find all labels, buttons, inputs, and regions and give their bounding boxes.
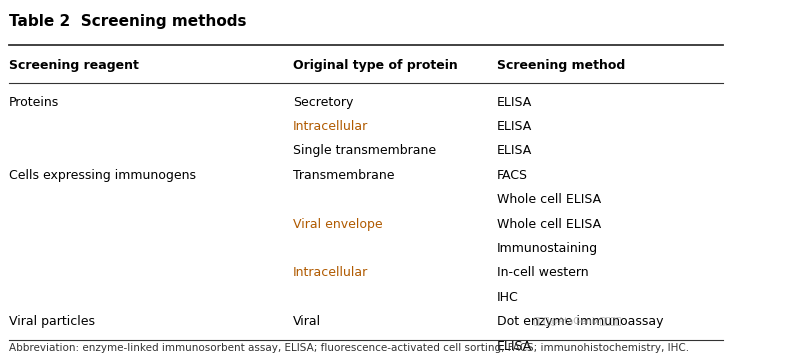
Text: Original type of protein: Original type of protein: [293, 59, 458, 72]
Text: Table 2  Screening methods: Table 2 Screening methods: [9, 14, 246, 29]
Text: Intracellular: Intracellular: [293, 266, 368, 279]
Text: Viral particles: Viral particles: [9, 315, 94, 328]
Text: Dot enzyme immunoassay: Dot enzyme immunoassay: [497, 315, 664, 328]
Text: ELISA: ELISA: [497, 120, 532, 133]
Text: Whole cell ELISA: Whole cell ELISA: [497, 218, 602, 231]
Text: ELISA: ELISA: [497, 340, 532, 353]
Text: Whole cell ELISA: Whole cell ELISA: [497, 193, 602, 206]
Text: IHC: IHC: [497, 291, 519, 304]
Text: Immunostaining: Immunostaining: [497, 242, 598, 255]
Text: 搜狐号@AtaGenix普建生物: 搜狐号@AtaGenix普建生物: [534, 316, 622, 325]
Text: ELISA: ELISA: [497, 144, 532, 157]
Text: Viral envelope: Viral envelope: [293, 218, 383, 231]
Text: ELISA: ELISA: [497, 96, 532, 109]
Text: Transmembrane: Transmembrane: [293, 169, 395, 182]
Text: Viral: Viral: [293, 315, 321, 328]
Text: In-cell western: In-cell western: [497, 266, 589, 279]
Text: Abbreviation: enzyme-linked immunosorbent assay, ELISA; fluorescence-activated c: Abbreviation: enzyme-linked immunosorben…: [9, 344, 689, 353]
Text: Secretory: Secretory: [293, 96, 353, 109]
Text: Intracellular: Intracellular: [293, 120, 368, 133]
Text: Screening reagent: Screening reagent: [9, 59, 138, 72]
Text: Proteins: Proteins: [9, 96, 59, 109]
Text: FACS: FACS: [497, 169, 528, 182]
Text: Screening method: Screening method: [497, 59, 626, 72]
Text: Cells expressing immunogens: Cells expressing immunogens: [9, 169, 196, 182]
Text: Single transmembrane: Single transmembrane: [293, 144, 436, 157]
